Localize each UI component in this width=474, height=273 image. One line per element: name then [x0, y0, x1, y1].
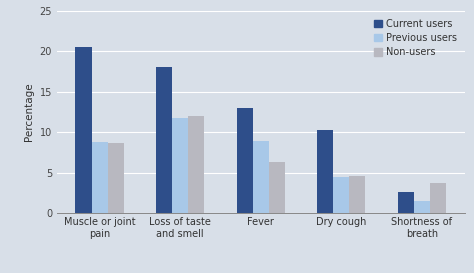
- Bar: [333, 177, 349, 213]
- Bar: [430, 183, 446, 213]
- Legend: Current users, Previous users, Non-users: Current users, Previous users, Non-users: [371, 16, 460, 60]
- Bar: [108, 143, 124, 213]
- Bar: [75, 47, 91, 213]
- Y-axis label: Percentage: Percentage: [24, 83, 34, 141]
- Bar: [349, 176, 365, 213]
- Bar: [237, 108, 253, 213]
- Bar: [398, 192, 414, 213]
- Bar: [91, 142, 108, 213]
- Bar: [253, 141, 269, 213]
- Bar: [414, 201, 430, 213]
- Bar: [317, 130, 333, 213]
- Bar: [156, 67, 172, 213]
- Bar: [172, 118, 188, 213]
- Bar: [188, 116, 204, 213]
- Bar: [269, 162, 285, 213]
